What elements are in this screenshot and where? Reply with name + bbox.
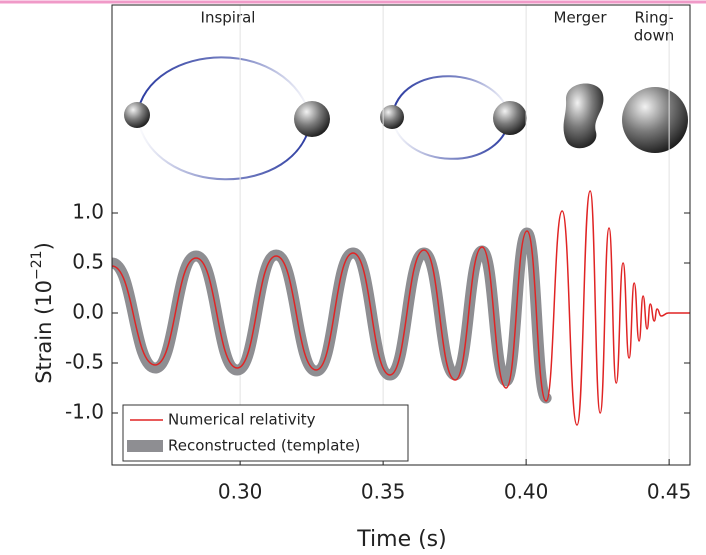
y-tick-label: 0.0 <box>72 300 104 324</box>
y-tick-label: 1.0 <box>72 200 104 224</box>
annotation: Inspiral <box>201 9 256 27</box>
illustration <box>124 56 688 181</box>
x-axis-label: Time (s) <box>356 527 446 552</box>
series-line <box>112 227 552 404</box>
y-axis-label: Strain (10−21) <box>29 242 56 384</box>
plot-area <box>112 190 690 426</box>
y-tick-label: -0.5 <box>65 350 104 374</box>
x-tick-label: 0.40 <box>504 480 549 504</box>
legend-box <box>122 404 409 462</box>
x-tick-label: 0.30 <box>218 480 263 504</box>
annotation: Ring- <box>634 9 673 27</box>
y-tick-label: 0.5 <box>72 250 104 274</box>
legend-label: Reconstructed (template) <box>168 437 360 455</box>
y-tick-label: -1.0 <box>65 400 104 424</box>
legend-label: Numerical relativity <box>168 411 316 429</box>
x-tick-label: 0.45 <box>647 480 692 504</box>
annotation: down <box>634 27 674 45</box>
legend-swatch <box>127 440 163 452</box>
x-tick-label: 0.35 <box>361 480 406 504</box>
series-line <box>112 190 690 426</box>
annotation: Merger <box>554 9 608 27</box>
plot-frame <box>111 4 691 466</box>
